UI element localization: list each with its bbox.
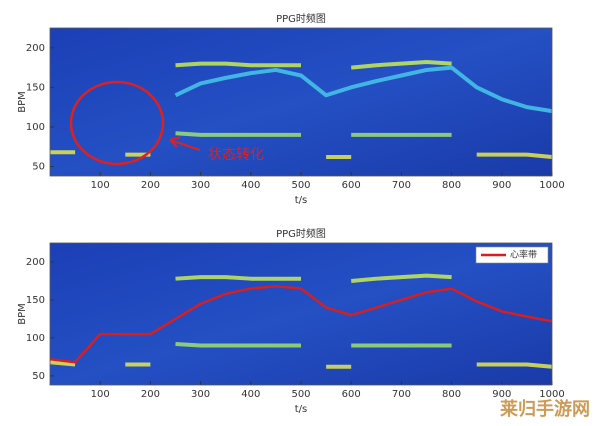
x-axis-label: t/s bbox=[295, 195, 308, 206]
spectral-ridge bbox=[175, 131, 452, 137]
axes-frame bbox=[49, 27, 553, 177]
watermark: 莱归手游网 bbox=[500, 398, 590, 420]
x-tick-label: 1000 bbox=[539, 180, 564, 191]
y-tick-label: 50 bbox=[32, 371, 45, 382]
x-tick-label: 500 bbox=[291, 180, 310, 191]
x-tick-label: 200 bbox=[141, 180, 160, 191]
spectral-ridge bbox=[175, 341, 452, 348]
spectral-ridge bbox=[50, 150, 553, 160]
x-axis-label: t/s bbox=[295, 404, 308, 415]
x-tick-label: 700 bbox=[392, 180, 411, 191]
x-tick-label: 600 bbox=[342, 180, 361, 191]
spectrogram-background bbox=[50, 243, 552, 385]
x-tick-label: 800 bbox=[442, 180, 461, 191]
x-tick-label: 1000 bbox=[539, 389, 564, 400]
x-tick-label: 100 bbox=[91, 389, 110, 400]
legend-label: 心率带 bbox=[510, 249, 537, 261]
y-axis-label: BPM bbox=[17, 303, 28, 325]
y-tick-label: 200 bbox=[26, 43, 45, 54]
spectral-ridge bbox=[175, 60, 452, 70]
legend-box bbox=[475, 246, 549, 264]
x-tick-label: 300 bbox=[191, 180, 210, 191]
annotation-circle bbox=[69, 80, 165, 166]
x-tick-label: 300 bbox=[191, 389, 210, 400]
x-tick-label: 100 bbox=[91, 180, 110, 191]
chart-title: PPG时频图 bbox=[276, 12, 326, 25]
axes-frame bbox=[49, 242, 553, 386]
chart-title: PPG时频图 bbox=[276, 227, 326, 240]
y-tick-label: 150 bbox=[26, 82, 45, 93]
y-tick-label: 200 bbox=[26, 257, 45, 268]
y-tick-label: 50 bbox=[32, 162, 45, 173]
y-tick-label: 100 bbox=[26, 333, 45, 344]
y-tick-label: 100 bbox=[26, 122, 45, 133]
x-tick-label: 700 bbox=[392, 389, 411, 400]
x-tick-label: 900 bbox=[492, 389, 511, 400]
x-tick-label: 400 bbox=[241, 180, 260, 191]
spectrogram-background bbox=[50, 28, 552, 176]
x-tick-label: 500 bbox=[291, 389, 310, 400]
heart-rate-line bbox=[49, 285, 553, 364]
spectral-ridge bbox=[174, 65, 553, 114]
spectral-ridge bbox=[175, 273, 452, 283]
x-tick-label: 800 bbox=[442, 389, 461, 400]
annotation-arrow bbox=[169, 136, 201, 151]
y-axis-label: BPM bbox=[17, 91, 28, 113]
x-tick-label: 200 bbox=[141, 389, 160, 400]
annotation-text: 状态转化 bbox=[208, 147, 264, 163]
y-tick-label: 150 bbox=[26, 295, 45, 306]
x-tick-label: 400 bbox=[241, 389, 260, 400]
x-tick-label: 600 bbox=[342, 389, 361, 400]
x-tick-label: 900 bbox=[492, 180, 511, 191]
spectral-ridge bbox=[49, 360, 553, 369]
